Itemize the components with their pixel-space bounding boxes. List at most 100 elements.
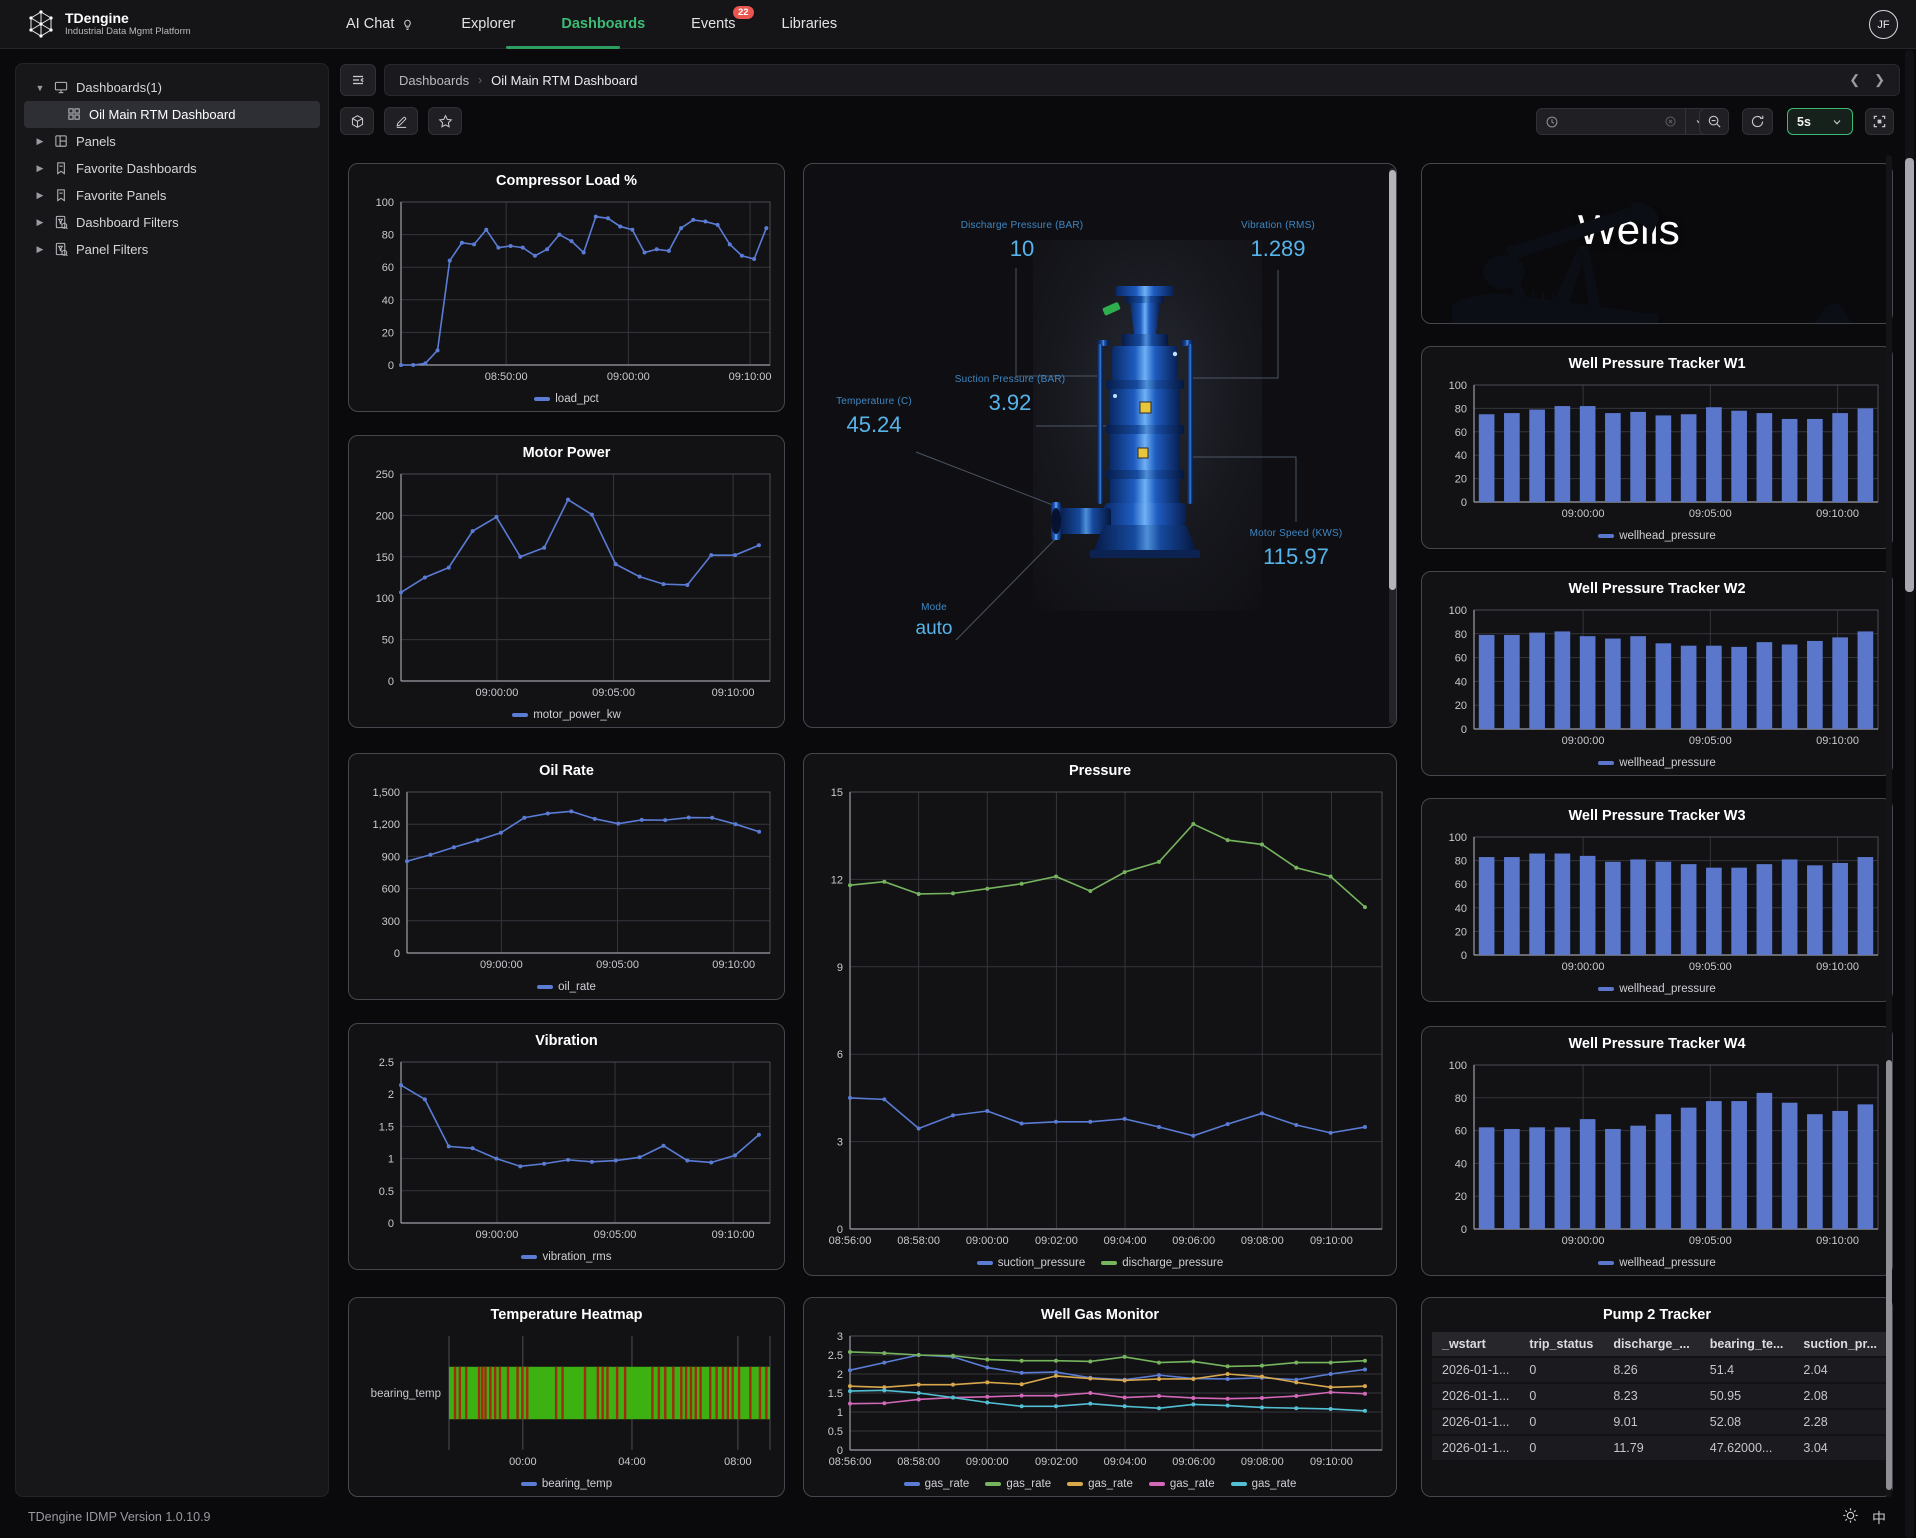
nav-libraries[interactable]: Libraries (782, 16, 838, 32)
nav-dashboards[interactable]: Dashboards (561, 16, 645, 32)
legend-swatch (1598, 987, 1614, 991)
sidebar-item-panel-filters[interactable]: ▶ Panel Filters (24, 236, 320, 263)
panel-title: Pump 2 Tracker (1422, 1298, 1892, 1328)
svg-text:2: 2 (388, 1089, 394, 1101)
svg-text:09:08:00: 09:08:00 (1241, 1235, 1284, 1247)
nav-events[interactable]: Events 22 (691, 16, 735, 32)
svg-text:40: 40 (1455, 903, 1467, 915)
panel-title: Well Pressure Tracker W4 (1422, 1027, 1892, 1057)
theme-toggle-button[interactable] (1842, 1507, 1859, 1527)
svg-text:100: 100 (376, 593, 394, 605)
sidebar-item-favorite-panels[interactable]: ▶Favorite Panels (24, 182, 320, 209)
legend-item[interactable]: gas_rate (1231, 1478, 1297, 1490)
edit-dashboard-button[interactable] (384, 107, 418, 135)
legend-swatch (1231, 1482, 1247, 1486)
sidebar-item-label: Panel Filters (76, 242, 148, 257)
panel-w1[interactable]: Well Pressure Tracker W102040608010009:0… (1421, 346, 1893, 549)
panel-pressure[interactable]: Pressure0369121508:56:0008:58:0009:00:00… (803, 753, 1397, 1276)
time-range-input[interactable] (1536, 108, 1686, 135)
panel-motor[interactable]: Motor Power05010015020025009:00:0009:05:… (348, 435, 785, 728)
legend-item[interactable]: oil_rate (537, 981, 596, 993)
events-badge: 22 (733, 6, 754, 19)
legend-item[interactable]: vibration_rms (521, 1251, 611, 1263)
svg-text:09:00:00: 09:00:00 (1562, 1235, 1605, 1247)
sidebar-collapse-button[interactable] (340, 64, 376, 96)
legend-item[interactable]: wellhead_pressure (1598, 530, 1716, 542)
svg-text:20: 20 (1455, 1191, 1467, 1203)
svg-text:0: 0 (1461, 1224, 1467, 1236)
svg-text:40: 40 (382, 295, 394, 307)
legend-item[interactable]: load_pct (534, 393, 598, 405)
sidebar-item-panels[interactable]: ▶ Panels (24, 128, 320, 155)
fullscreen-button[interactable] (1865, 108, 1894, 135)
board-scrollbar-thumb[interactable] (1886, 1060, 1892, 1490)
panel-vib[interactable]: Vibration00.511.522.509:00:0009:05:0009:… (348, 1023, 785, 1270)
refresh-interval-select[interactable]: 5s (1787, 108, 1853, 135)
svg-text:60: 60 (1455, 1126, 1467, 1138)
page-scrollbar-thumb[interactable] (1905, 158, 1914, 592)
favorite-button[interactable] (428, 107, 462, 135)
caret-right-icon[interactable]: ▶ (34, 163, 46, 174)
sidebar-item-label: Favorite Dashboards (76, 161, 197, 176)
panel-heat[interactable]: Temperature Heatmapbearing_temp00:0004:0… (348, 1297, 785, 1497)
table-row: 2026-01-1...011.7947.62000...3.04 (1432, 1436, 1887, 1460)
svg-text:15: 15 (831, 787, 843, 799)
legend-item[interactable]: wellhead_pressure (1598, 1257, 1716, 1269)
svg-text:100: 100 (1449, 605, 1467, 617)
panel-compressor[interactable]: Compressor Load %02040608010008:50:0009:… (348, 163, 785, 412)
pump-panel-scrollbar-thumb[interactable] (1389, 170, 1396, 590)
svg-text:09:10:00: 09:10:00 (712, 959, 755, 971)
legend-item[interactable]: gas_rate (985, 1478, 1051, 1490)
svg-text:2.5: 2.5 (828, 1350, 843, 1362)
user-avatar[interactable]: JF (1869, 10, 1898, 39)
sidebar-item-label: Panels (76, 134, 116, 149)
pump2-table: _wstarttrip_statusdischarge_...bearing_t… (1432, 1330, 1887, 1462)
legend-item[interactable]: gas_rate (1067, 1478, 1133, 1490)
scene-view-button[interactable] (340, 107, 374, 135)
legend-item[interactable]: bearing_temp (521, 1478, 612, 1490)
chart-legend: gas_rate gas_rate gas_rate gas_rate gas_rate (804, 1472, 1396, 1496)
legend-item[interactable]: wellhead_pressure (1598, 983, 1716, 995)
sidebar-item-dashboards-1[interactable]: ▼Dashboards(1) (24, 74, 320, 101)
legend-label: gas_rate (1006, 1478, 1051, 1490)
panel-oil[interactable]: Oil Rate03006009001,2001,50009:00:0009:0… (348, 753, 785, 1000)
svg-text:08:58:00: 08:58:00 (897, 1456, 940, 1468)
panel-w4[interactable]: Well Pressure Tracker W402040608010009:0… (1421, 1026, 1893, 1276)
clear-icon[interactable] (1664, 115, 1677, 128)
svg-text:80: 80 (1455, 403, 1467, 415)
panel-w3[interactable]: Well Pressure Tracker W302040608010009:0… (1421, 798, 1893, 1002)
chart-legend: oil_rate (349, 975, 784, 999)
refresh-button[interactable] (1742, 108, 1773, 135)
nav-explorer[interactable]: Explorer (461, 16, 515, 32)
svg-text:80: 80 (1455, 629, 1467, 641)
zoom-out-icon (1707, 114, 1722, 129)
sidebar-item-oil-main-rtm-dashboard[interactable]: Oil Main RTM Dashboard (24, 101, 320, 128)
caret-right-icon[interactable]: ▶ (34, 244, 46, 255)
svg-text:0: 0 (1461, 497, 1467, 509)
panel-w2[interactable]: Well Pressure Tracker W202040608010009:0… (1421, 571, 1893, 776)
legend-item[interactable]: gas_rate (1149, 1478, 1215, 1490)
sidebar-item-favorite-dashboards[interactable]: ▶ Favorite Dashboards (24, 155, 320, 182)
legend-label: gas_rate (1088, 1478, 1133, 1490)
caret-down-icon[interactable]: ▼ (34, 83, 46, 93)
chart-heat: bearing_temp00:0004:0008:00 (349, 1328, 784, 1472)
svg-text:1,200: 1,200 (372, 819, 400, 831)
caret-right-icon[interactable]: ▶ (34, 190, 46, 201)
panel-gas[interactable]: Well Gas Monitor00.511.522.5308:56:0008:… (803, 1297, 1397, 1497)
nav-ai-chat[interactable]: AI Chat (346, 16, 415, 32)
legend-item[interactable]: suction_pressure (977, 1257, 1086, 1269)
caret-right-icon[interactable]: ▶ (34, 217, 46, 228)
prev-dashboard-arrow[interactable]: ❮ (1849, 72, 1860, 88)
next-dashboard-arrow[interactable]: ❯ (1874, 72, 1885, 88)
legend-item[interactable]: wellhead_pressure (1598, 757, 1716, 769)
legend-item[interactable]: motor_power_kw (512, 709, 621, 721)
svg-text:20: 20 (1455, 926, 1467, 938)
breadcrumb-dashboards[interactable]: Dashboards (399, 73, 469, 88)
svg-text:1.5: 1.5 (379, 1121, 394, 1133)
zoom-out-button[interactable] (1699, 108, 1729, 135)
legend-item[interactable]: discharge_pressure (1101, 1257, 1223, 1269)
language-toggle-button[interactable]: 中 (1872, 1508, 1886, 1528)
caret-right-icon[interactable]: ▶ (34, 136, 46, 147)
legend-item[interactable]: gas_rate (904, 1478, 970, 1490)
sidebar-item-dashboard-filters[interactable]: ▶Dashboard Filters (24, 209, 320, 236)
